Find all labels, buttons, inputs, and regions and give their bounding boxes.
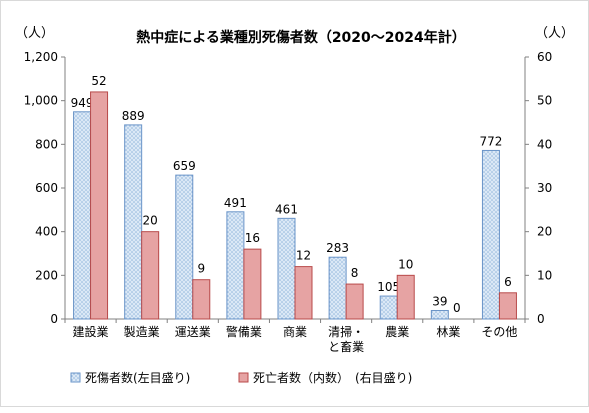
bar-casualties	[73, 111, 92, 320]
bar-deaths	[345, 283, 364, 320]
bar-casualties	[175, 174, 194, 320]
right-axis-tick-label: 30	[537, 181, 552, 195]
right-axis-tick-label: 20	[537, 225, 552, 239]
category-label: 製造業	[124, 325, 160, 339]
category-label: 農業	[385, 325, 409, 339]
legend-swatch-casualties	[70, 372, 81, 383]
data-label-casualties: 39	[432, 294, 447, 308]
data-label-casualties: 491	[224, 196, 247, 210]
left-axis-tick-label: 1,000	[24, 94, 58, 108]
data-label-casualties: 283	[326, 241, 349, 255]
data-label-deaths: 9	[197, 262, 205, 276]
left-axis-tick-label: 1,200	[24, 50, 58, 64]
data-label-casualties: 949	[71, 96, 94, 110]
category-label: 建設業	[73, 324, 109, 339]
bar-deaths	[396, 274, 415, 320]
bar-deaths	[243, 248, 262, 320]
left-axis-tick-label: 0	[50, 312, 58, 326]
right-axis-tick-label: 60	[537, 50, 552, 64]
chart-title: 熱中症による業種別死傷者数（2020～2024年計）	[136, 29, 466, 46]
bar-casualties	[430, 309, 449, 320]
data-label-deaths: 6	[504, 275, 512, 289]
left-axis-tick-label: 800	[35, 137, 58, 151]
data-label-deaths: 16	[245, 231, 260, 245]
data-label-casualties: 889	[122, 109, 145, 123]
data-label-casualties: 105	[377, 280, 400, 294]
bar-casualties	[379, 295, 398, 320]
right-axis-tick-label: 10	[537, 268, 552, 282]
bar-deaths	[141, 231, 160, 320]
bar-casualties	[328, 256, 347, 320]
data-label-casualties: 659	[173, 159, 196, 173]
right-axis-unit: （人）	[535, 26, 574, 41]
left-axis-tick-label: 400	[35, 225, 58, 239]
data-label-deaths: 8	[351, 266, 359, 280]
category-label: 商業	[283, 324, 307, 339]
right-axis-tick-label: 40	[537, 137, 552, 151]
legend-label-deaths: 死亡者数（内数） (右目盛り)	[253, 370, 412, 385]
category-label: 林業	[436, 325, 460, 339]
category-label: その他	[481, 325, 517, 339]
legend: 死傷者数(左目盛り) 死亡者数（内数） (右目盛り)	[70, 370, 412, 385]
legend-label-casualties: 死傷者数(左目盛り)	[85, 370, 190, 385]
data-label-deaths: 0	[453, 301, 461, 315]
data-label-casualties: 461	[275, 202, 298, 216]
right-axis-tick-label: 50	[537, 94, 552, 108]
bar-casualties	[124, 124, 143, 320]
bar-deaths	[90, 91, 109, 320]
data-label-deaths: 12	[296, 249, 311, 263]
right-axis-tick-label: 0	[537, 312, 545, 326]
data-label-deaths: 10	[398, 257, 413, 271]
bar-casualties	[481, 149, 500, 320]
bar-deaths	[498, 292, 517, 320]
plot-area: 02004006008001,0001,20001020304050609495…	[24, 50, 553, 354]
left-axis-unit: （人）	[15, 26, 54, 41]
data-label-deaths: 52	[91, 74, 106, 88]
category-label: 運送業	[175, 324, 211, 339]
category-label: 警備業	[226, 324, 262, 339]
bar-deaths	[294, 266, 313, 320]
legend-swatch-deaths	[238, 372, 249, 383]
bar-deaths	[192, 279, 211, 320]
bar-casualties	[226, 211, 245, 320]
data-label-deaths: 20	[143, 214, 158, 228]
bar-casualties	[277, 217, 296, 320]
category-label: 清掃・と畜業	[328, 324, 364, 354]
left-axis-tick-label: 200	[35, 268, 58, 282]
left-axis-tick-label: 600	[35, 181, 58, 195]
data-label-casualties: 772	[479, 134, 502, 148]
